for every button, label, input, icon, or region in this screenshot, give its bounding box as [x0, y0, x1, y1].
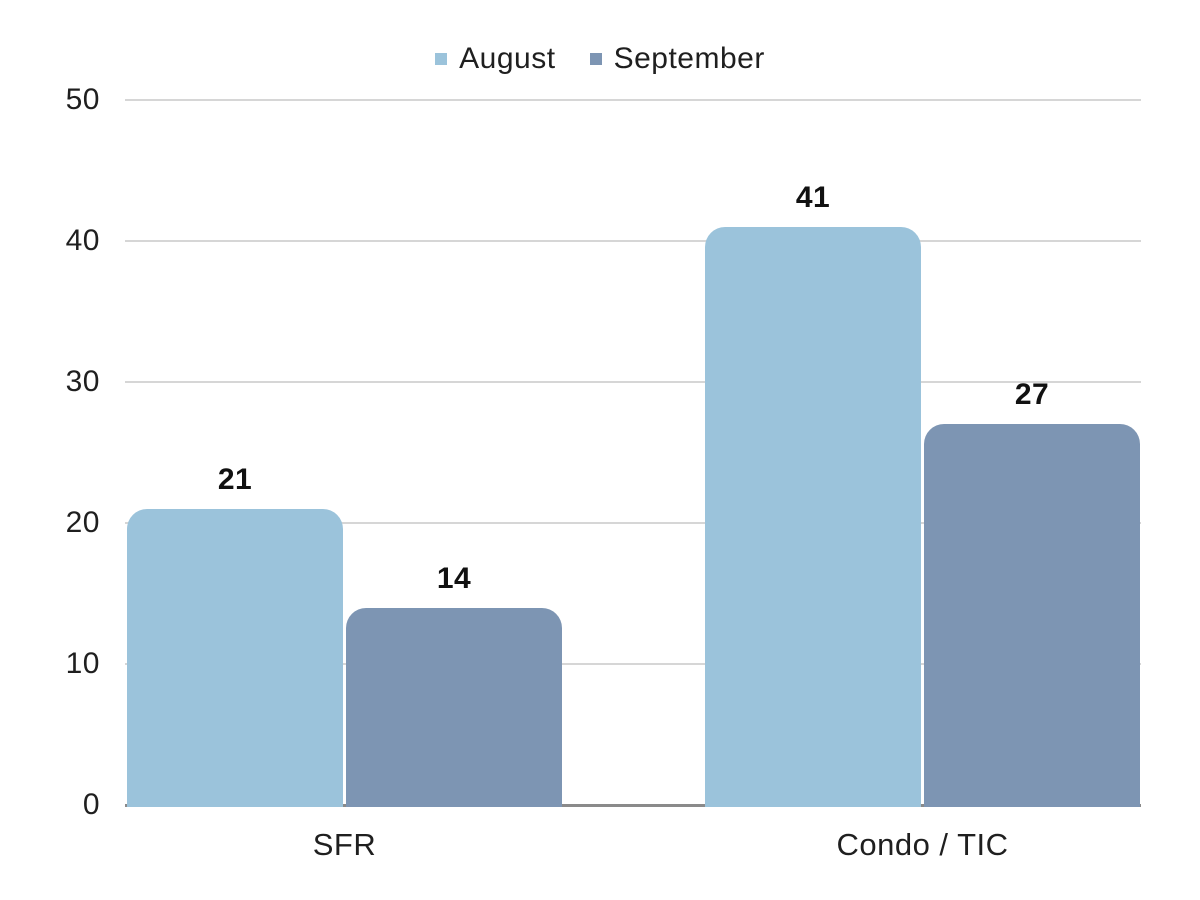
legend-label: September — [613, 42, 765, 75]
legend-swatch-icon — [589, 53, 602, 65]
y-axis-tick-label: 0 — [82, 788, 100, 821]
y-axis-tick-label: 30 — [65, 365, 100, 398]
bar-value-label-september-condo-tic: 27 — [1014, 378, 1050, 412]
legend-label: August — [459, 42, 556, 75]
y-axis-tick-label: 40 — [65, 224, 100, 257]
x-category-label-condo-tic: Condo / TIC — [836, 827, 1009, 862]
bar-value-label-september-sfr: 14 — [436, 561, 472, 595]
gridline-50 — [125, 99, 1141, 101]
bar-september-condo-tic — [924, 424, 1140, 807]
bar-september-sfr — [346, 607, 562, 807]
legend-swatch-icon — [435, 53, 448, 65]
y-axis-tick-label: 50 — [65, 83, 100, 116]
chart-legend: August September — [0, 40, 1200, 78]
gridline-20 — [125, 522, 1141, 524]
bar-value-label-august-condo-tic: 41 — [795, 180, 831, 214]
legend-item-august: August — [435, 40, 555, 78]
y-axis-tick-label: 20 — [65, 506, 100, 539]
gridline-30 — [125, 381, 1141, 383]
bar-august-condo-tic — [705, 226, 921, 807]
x-category-label-sfr: SFR — [312, 827, 377, 862]
gridline-10 — [125, 663, 1141, 665]
legend-item-september: September — [589, 40, 765, 78]
bar-value-label-august-sfr: 21 — [217, 462, 253, 496]
bar-august-sfr — [127, 508, 343, 807]
gridline-0 — [125, 804, 1141, 807]
y-axis-tick-label: 10 — [65, 647, 100, 680]
gridline-40 — [125, 240, 1141, 242]
